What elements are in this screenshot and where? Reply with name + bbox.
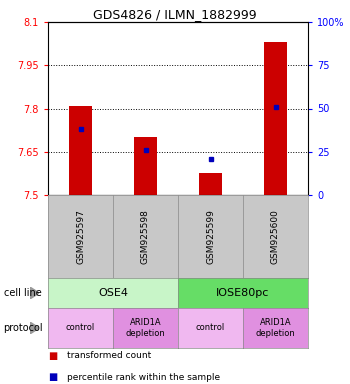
Text: GDS4826 / ILMN_1882999: GDS4826 / ILMN_1882999 <box>93 8 257 21</box>
Text: transformed count: transformed count <box>67 351 152 361</box>
Text: ARID1A
depletion: ARID1A depletion <box>126 318 165 338</box>
Text: IOSE80pc: IOSE80pc <box>216 288 270 298</box>
Text: GSM925599: GSM925599 <box>206 209 215 264</box>
Text: percentile rank within the sample: percentile rank within the sample <box>67 372 220 382</box>
Text: ■: ■ <box>48 372 57 382</box>
Text: GSM925598: GSM925598 <box>141 209 150 264</box>
Text: ■: ■ <box>48 351 57 361</box>
Text: OSE4: OSE4 <box>98 288 128 298</box>
Text: cell line: cell line <box>4 288 41 298</box>
Text: GSM925597: GSM925597 <box>76 209 85 264</box>
Text: protocol: protocol <box>4 323 43 333</box>
Bar <box>69 106 92 195</box>
Bar <box>264 42 287 195</box>
Text: control: control <box>66 323 95 333</box>
Polygon shape <box>30 287 39 299</box>
Bar <box>134 137 157 195</box>
Text: control: control <box>196 323 225 333</box>
Text: ARID1A
depletion: ARID1A depletion <box>256 318 295 338</box>
Bar <box>199 173 222 195</box>
Text: GSM925600: GSM925600 <box>271 209 280 264</box>
Polygon shape <box>30 322 39 334</box>
